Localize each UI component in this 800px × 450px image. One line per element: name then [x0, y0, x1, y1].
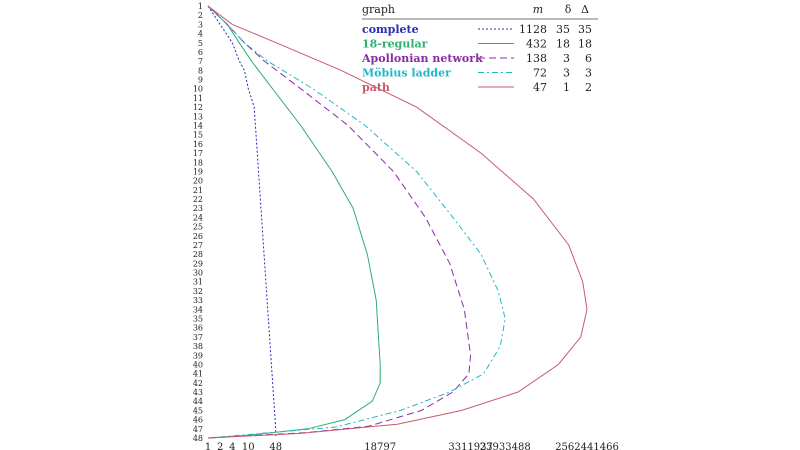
series-line-3: [207, 5, 506, 439]
legend-min-degree: 18: [556, 38, 570, 51]
series-line-0: [207, 5, 277, 438]
y-tick-label: 42: [193, 379, 203, 388]
legend-edge-count: 47: [533, 81, 547, 94]
y-tick-label: 7: [198, 57, 203, 66]
x-tick-label: 3311937: [448, 442, 493, 450]
legend-row: path 47 1 2: [362, 81, 592, 94]
legend-header-min-degree: δ: [565, 3, 572, 16]
legend-row: Möbius ladder 72 3 3: [362, 67, 592, 80]
legend-series-name: Apollonian network: [361, 52, 483, 65]
y-tick-label: 19: [193, 167, 203, 176]
y-tick-label: 10: [193, 85, 203, 94]
y-tick-label: 6: [198, 48, 203, 57]
y-tick-label: 35: [193, 315, 203, 324]
y-tick-label: 45: [193, 406, 203, 415]
legend-max-degree: 2: [585, 81, 592, 94]
y-tick-label: 32: [193, 287, 203, 296]
y-tick-label: 21: [193, 186, 203, 195]
x-tick-label: 2: [217, 442, 223, 450]
y-tick-label: 44: [193, 397, 203, 406]
legend-max-degree: 18: [578, 38, 592, 51]
series-line-4: [207, 5, 588, 439]
legend-row: complete 1128 35 35: [362, 23, 592, 36]
x-tick-label: 2562441466: [555, 442, 619, 450]
x-tick-label: 48: [269, 442, 282, 450]
y-tick-label: 37: [193, 333, 203, 342]
y-tick-label: 8: [198, 66, 203, 75]
legend-edge-count: 432: [526, 38, 547, 51]
legend-edge-count: 1128: [519, 23, 547, 36]
legend-series-name: complete: [362, 23, 419, 36]
y-tick-label: 34: [193, 305, 203, 314]
series-line-2: [207, 5, 472, 439]
legend-series-name: path: [362, 81, 390, 94]
x-tick-label: 1: [205, 442, 211, 450]
legend-min-degree: 3: [563, 52, 570, 65]
legend-series-name: 18-regular: [362, 38, 428, 51]
y-tick-label: 15: [193, 131, 203, 140]
y-tick-label: 11: [193, 94, 203, 103]
legend-max-degree: 3: [585, 67, 592, 80]
legend-edge-count: 72: [533, 67, 547, 80]
legend-edge-count: 138: [526, 52, 547, 65]
y-tick-label: 43: [193, 388, 203, 397]
y-tick-label: 5: [198, 39, 203, 48]
y-tick-label: 24: [193, 213, 203, 222]
legend-row: Apollonian network 138 3 6: [361, 52, 592, 65]
legend: graph m δ Δ complete 1128 35 35 18-regular 43…: [361, 3, 598, 94]
y-tick-label: 14: [193, 121, 203, 130]
legend-series-name: Möbius ladder: [362, 67, 451, 80]
y-tick-label: 40: [193, 360, 203, 369]
y-tick-label: 17: [193, 149, 203, 158]
legend-max-degree: 35: [578, 23, 592, 36]
y-tick-label: 38: [193, 342, 203, 351]
y-tick-label: 25: [193, 223, 203, 232]
x-tick-label: 10: [242, 442, 255, 450]
y-tick-label: 20: [193, 177, 203, 186]
legend-header-m: m: [533, 3, 543, 16]
y-tick-label: 33: [193, 296, 203, 305]
y-tick-label: 1: [198, 2, 203, 11]
legend-row: 18-regular 432 18 18: [362, 38, 592, 51]
y-tick-label: 13: [193, 112, 203, 121]
y-tick-label: 28: [193, 250, 203, 259]
legend-min-degree: 1: [563, 81, 570, 94]
y-tick-label: 18: [193, 158, 203, 167]
x-tick-label: 4: [229, 442, 235, 450]
x-tick-label: 18797: [364, 442, 396, 450]
series-lines: [207, 5, 588, 439]
legend-header-max-degree: Δ: [581, 3, 589, 16]
y-tick-label: 27: [193, 241, 203, 250]
y-tick-label: 3: [198, 20, 203, 29]
y-tick-label: 29: [193, 259, 203, 268]
legend-min-degree: 3: [563, 67, 570, 80]
y-tick-label: 48: [193, 434, 203, 443]
y-tick-label: 26: [193, 232, 203, 241]
y-tick-label: 41: [193, 370, 203, 379]
legend-min-degree: 35: [556, 23, 570, 36]
y-axis: 1234567891011121314151617181920212223242…: [193, 2, 203, 443]
y-tick-label: 16: [193, 140, 203, 149]
y-tick-label: 46: [193, 416, 203, 425]
y-tick-label: 30: [193, 269, 203, 278]
y-tick-label: 2: [198, 11, 203, 20]
x-tick-label: 23933488: [480, 442, 531, 450]
y-tick-label: 22: [193, 195, 203, 204]
y-tick-label: 9: [198, 76, 203, 85]
legend-max-degree: 6: [585, 52, 592, 65]
series-line-1: [207, 5, 381, 439]
y-tick-label: 4: [198, 30, 203, 39]
legend-header-graph: graph: [362, 3, 395, 16]
y-tick-label: 36: [193, 324, 203, 333]
y-tick-label: 39: [193, 351, 203, 360]
y-tick-label: 31: [193, 278, 203, 287]
y-tick-label: 47: [193, 425, 203, 434]
y-tick-label: 12: [193, 103, 203, 112]
y-tick-label: 23: [193, 204, 203, 213]
